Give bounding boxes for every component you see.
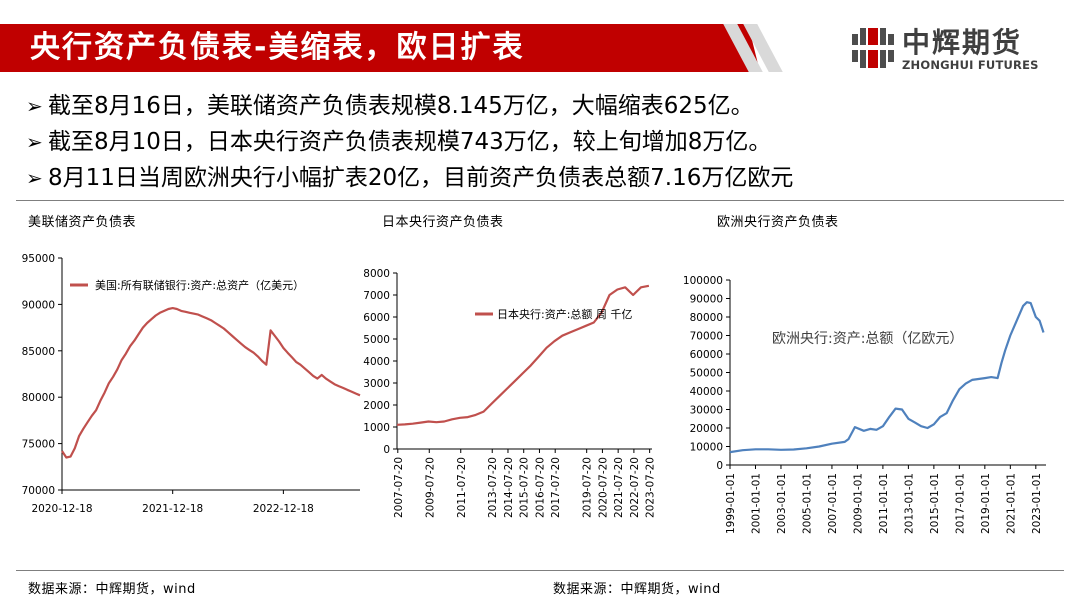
boj-balance-sheet-chart: 8000 7000 6000 5000 4000 3000 2000 1000 02007-07… xyxy=(363,268,657,518)
y-tick-label: 4000 xyxy=(363,356,390,368)
bottom-divider xyxy=(16,570,1064,571)
x-tick-label: 2007-01-01 xyxy=(827,473,839,534)
x-tick-label: 2015-07-20 xyxy=(519,457,531,518)
series-line xyxy=(61,307,361,459)
ecb-chart-label: 欧洲央行资产负债表 xyxy=(717,215,839,230)
x-tick-label: 2009-01-01 xyxy=(852,473,864,534)
ecb-balance-sheet-chart: 1000009000080000700006000050000400003000… xyxy=(683,275,1046,534)
series-line xyxy=(396,284,650,426)
x-tick-label: 2011-07-20 xyxy=(456,457,468,518)
bullet-list: ➢ 截至8月16日，美联储资产负债表规模8.145万亿，大幅缩表625亿。 ➢ 截至… xyxy=(26,88,1066,196)
x-tick-label: 2019-01-01 xyxy=(980,473,992,534)
x-tick-label: 2013-07-20 xyxy=(487,457,499,518)
x-tick-label: 2020-07-20 xyxy=(597,457,609,518)
x-tick-label: 2005-01-01 xyxy=(801,473,813,534)
logo-text-en: ZHONGHUI FUTURES xyxy=(902,58,1039,72)
x-tick-label: 2016-07-20 xyxy=(534,457,546,518)
x-tick-label: 2009-07-20 xyxy=(424,457,436,518)
bullet-text: 截至8月16日，美联储资产负债表规模8.145万亿，大幅缩表625亿。 xyxy=(48,93,754,119)
data-source-right: 数据来源：中辉期货，wind xyxy=(553,582,721,597)
series-line xyxy=(729,301,1045,454)
y-tick-label: 85000 xyxy=(22,346,55,358)
y-tick-label: 100000 xyxy=(683,275,723,287)
x-tick-label: 1999-01-01 xyxy=(725,473,737,534)
y-tick-label: 0 xyxy=(383,444,390,456)
legend-text: 美国:所有联储银行:资产:总资产（亿美元） xyxy=(95,278,304,292)
x-tick-label: 2001-01-01 xyxy=(750,473,762,534)
title-bar xyxy=(0,24,760,72)
y-tick-label: 20000 xyxy=(690,423,723,435)
fed-chart-label: 美联储资产负债表 xyxy=(28,215,137,230)
bullet-arrow-icon: ➢ xyxy=(26,94,43,118)
fed-balance-sheet-chart: 95000 90000 85000 80000 75000 70000 2020-12-18… xyxy=(22,253,361,515)
legend-text: 欧洲央行:资产:总额（亿欧元） xyxy=(772,331,963,347)
x-tick-label: 2014-07-20 xyxy=(503,457,515,518)
y-tick-label: 80000 xyxy=(22,392,55,404)
top-divider xyxy=(16,200,1064,201)
bullet-text: 8月11日当周欧洲央行小幅扩表20亿，目前资产负债表总额7.16万亿欧元 xyxy=(48,165,794,191)
y-tick-label: 80000 xyxy=(690,312,723,324)
y-tick-label: 70000 xyxy=(690,331,723,343)
y-tick-label: 8000 xyxy=(363,268,390,280)
bullet-item: ➢ 截至8月10日，日本央行资产负债表规模743万亿，较上旬增加8万亿。 xyxy=(26,124,1066,160)
bullet-arrow-icon: ➢ xyxy=(26,130,43,154)
page-title: 央行资产负债表-美缩表，欧日扩表 xyxy=(30,30,525,65)
y-tick-label: 10000 xyxy=(690,442,723,454)
x-tick-label: 2021-01-01 xyxy=(1005,473,1017,534)
x-tick-label: 2022-07-20 xyxy=(629,457,641,518)
x-tick-label: 2015-01-01 xyxy=(929,473,941,534)
y-tick-label: 90000 xyxy=(690,294,723,306)
x-tick-label: 2019-07-20 xyxy=(582,457,594,518)
y-tick-label: 3000 xyxy=(363,378,390,390)
logo-mark-icon xyxy=(852,28,894,68)
y-tick-label: 6000 xyxy=(363,312,390,324)
y-tick-label: 70000 xyxy=(22,485,55,497)
y-tick-label: 40000 xyxy=(690,386,723,398)
x-tick-label: 2007-07-20 xyxy=(393,457,405,518)
bullet-item: ➢ 截至8月16日，美联储资产负债表规模8.145万亿，大幅缩表625亿。 xyxy=(26,88,1066,124)
x-tick-label: 2017-01-01 xyxy=(954,473,966,534)
x-tick-label: 2011-01-01 xyxy=(878,473,890,534)
boj-chart-label: 日本央行资产负债表 xyxy=(382,215,504,230)
y-tick-label: 2000 xyxy=(363,400,390,412)
y-tick-label: 60000 xyxy=(690,349,723,361)
y-tick-label: 1000 xyxy=(363,422,390,434)
bullet-item: ➢ 8月11日当周欧洲央行小幅扩表20亿，目前资产负债表总额7.16万亿欧元 xyxy=(26,160,1066,196)
y-tick-label: 5000 xyxy=(363,334,390,346)
x-tick-label: 2003-01-01 xyxy=(776,473,788,534)
bullet-arrow-icon: ➢ xyxy=(26,166,43,190)
y-tick-label: 95000 xyxy=(22,253,55,265)
y-tick-label: 50000 xyxy=(690,368,723,380)
x-tick-label: 2013-01-01 xyxy=(903,473,915,534)
x-tick-label: 2021-07-20 xyxy=(613,457,625,518)
x-tick-label: 2020-12-18 xyxy=(31,503,92,515)
y-tick-label: 0 xyxy=(716,460,723,472)
x-tick-label: 2017-07-20 xyxy=(550,457,562,518)
company-logo: 中辉期货 ZHONGHUI FUTURES xyxy=(852,28,1052,72)
x-tick-label: 2023-07-20 xyxy=(645,457,657,518)
x-tick-label: 2023-01-01 xyxy=(1031,473,1043,534)
bullet-text: 截至8月10日，日本央行资产负债表规模743万亿，较上旬增加8万亿。 xyxy=(48,129,772,155)
y-tick-label: 30000 xyxy=(690,405,723,417)
data-source-left: 数据来源：中辉期货，wind xyxy=(28,582,196,597)
legend-text: 日本央行:资产:总额 周 千亿 xyxy=(497,307,632,321)
x-tick-label: 2022-12-18 xyxy=(253,503,314,515)
y-tick-label: 75000 xyxy=(22,439,55,451)
y-tick-label: 7000 xyxy=(363,290,390,302)
x-tick-label: 2021-12-18 xyxy=(142,503,203,515)
logo-text-cn: 中辉期货 xyxy=(902,26,1023,59)
y-tick-label: 90000 xyxy=(22,299,55,311)
